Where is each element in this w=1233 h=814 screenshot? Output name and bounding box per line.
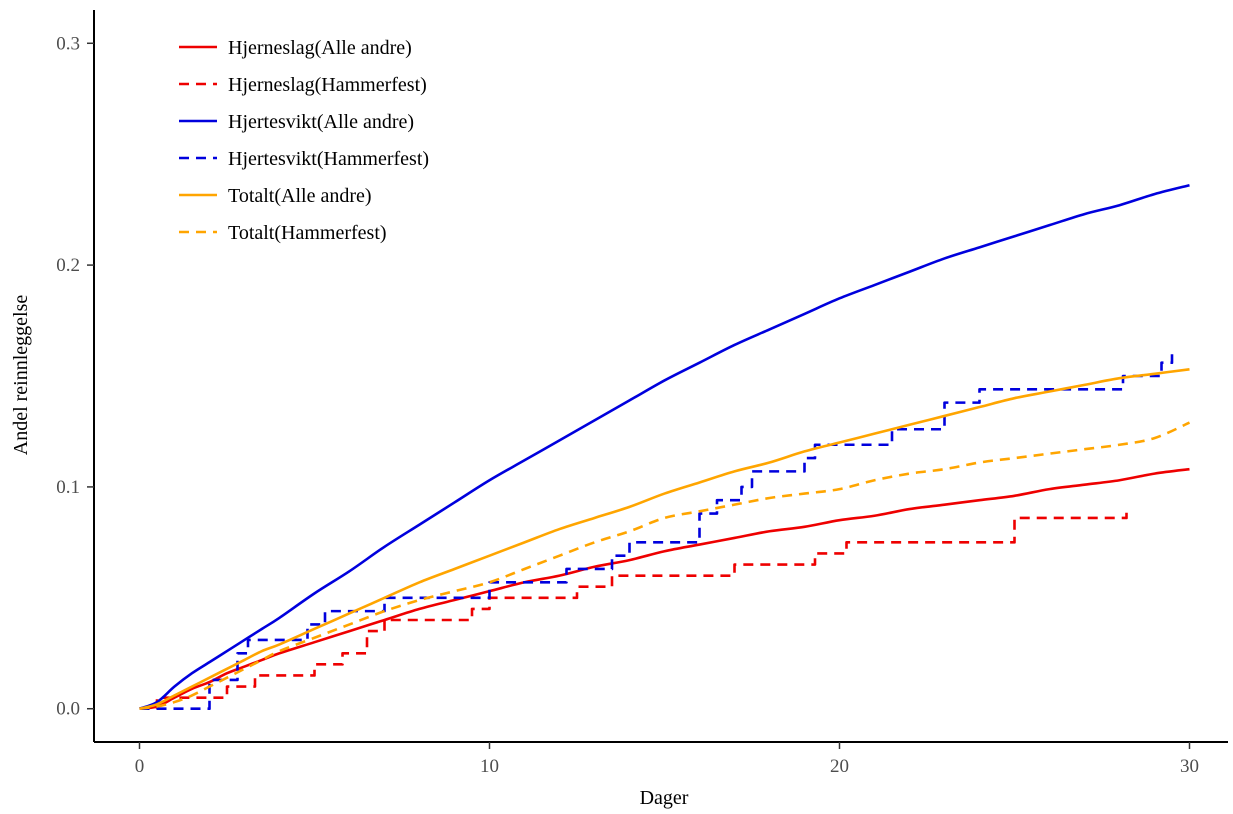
legend-label: Hjerneslag(Hammerfest): [228, 74, 427, 96]
legend-label: Hjerneslag(Alle andre): [228, 37, 412, 59]
x-axis-title: Dager: [640, 787, 689, 809]
series-line-5: [139, 421, 1191, 711]
x-tick-label: 10: [480, 756, 499, 777]
legend-label: Hjertesvikt(Alle andre): [228, 111, 414, 133]
legend-label: Totalt(Hammerfest): [228, 222, 387, 244]
y-tick-label: 0.3: [56, 33, 80, 54]
series-line-2: [139, 183, 1190, 710]
series-layer: [139, 183, 1191, 711]
series-line-0: [139, 467, 1190, 711]
y-axis-title: Andel reinnleggelse: [10, 295, 32, 456]
series-line-3: [139, 353, 1174, 711]
y-tick-label: 0.2: [56, 255, 80, 276]
y-tick-label: 0.1: [56, 477, 80, 498]
x-tick-label: 20: [830, 756, 849, 777]
legend-label: Totalt(Alle andre): [228, 185, 372, 207]
series-line-4: [139, 368, 1190, 710]
y-tick-label: 0.0: [56, 699, 80, 720]
x-tick-label: 0: [135, 756, 145, 777]
x-tick-label: 30: [1180, 756, 1199, 777]
ticks-layer: 0 10 20 30 0.0 0.1 0.2 0.3: [56, 33, 1199, 777]
legend-label: Hjertesvikt(Hammerfest): [228, 148, 429, 170]
legend: Hjerneslag(Alle andre) Hjerneslag(Hammerf…: [179, 37, 429, 244]
series-line-1: [139, 509, 1128, 711]
